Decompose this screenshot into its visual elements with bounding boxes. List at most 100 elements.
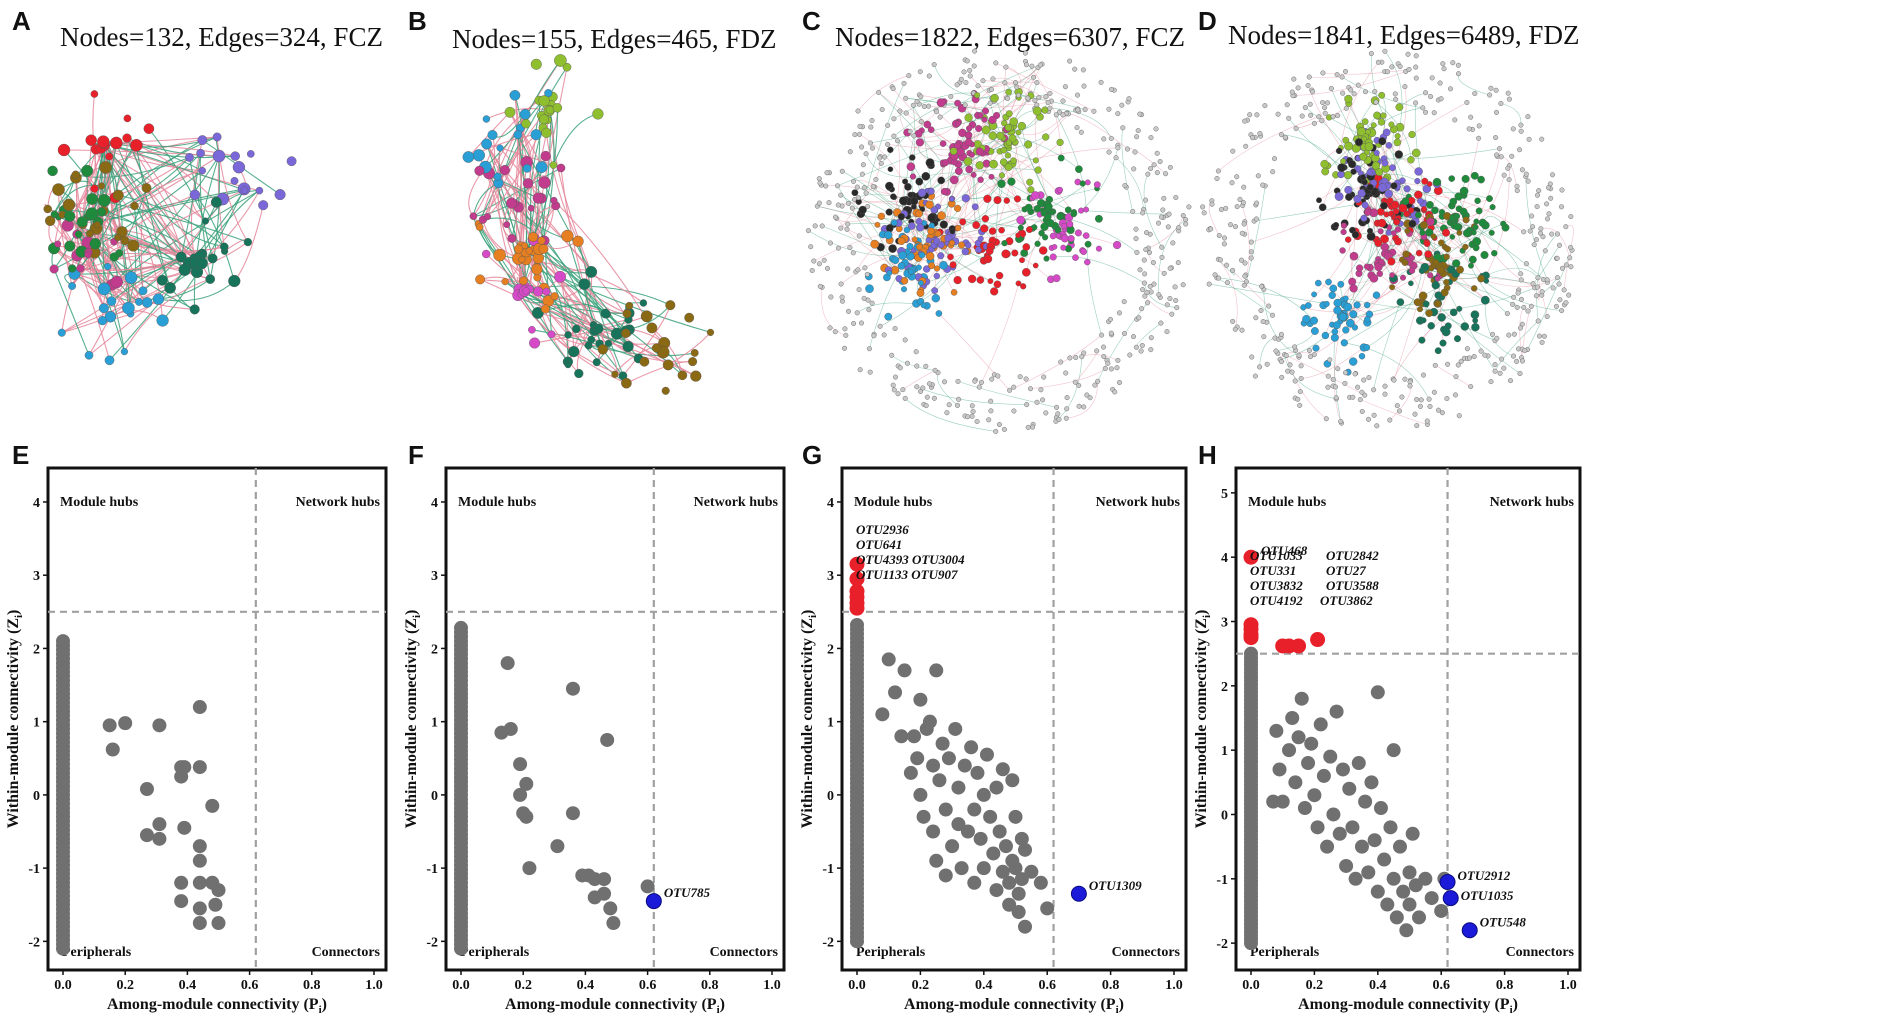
network-node xyxy=(1072,379,1078,385)
network-node xyxy=(690,348,699,357)
y-tick-label: 5 xyxy=(1221,487,1228,502)
network-edge xyxy=(69,215,195,310)
network-node xyxy=(1330,333,1339,342)
network-node xyxy=(1382,48,1388,54)
node-point xyxy=(519,809,534,824)
network-node xyxy=(1340,222,1348,229)
network-node xyxy=(122,133,132,143)
network-node xyxy=(1556,281,1562,287)
network-node xyxy=(842,345,848,351)
network-node xyxy=(857,123,863,129)
network-node xyxy=(1373,149,1380,156)
network-node xyxy=(1132,149,1138,155)
network-node xyxy=(114,234,122,242)
node-point xyxy=(1275,794,1290,809)
network-node xyxy=(1535,275,1541,281)
x-tick-label: 0.6 xyxy=(1038,978,1056,993)
network-node xyxy=(937,211,946,220)
network-edge xyxy=(1433,287,1535,313)
node-point xyxy=(513,757,528,772)
network-node xyxy=(1493,109,1499,115)
network-edge xyxy=(135,145,171,289)
network-node xyxy=(915,264,922,271)
network-node xyxy=(1431,281,1440,290)
network-node xyxy=(885,224,894,233)
network-node xyxy=(954,225,962,232)
node-point xyxy=(174,875,189,890)
network-node xyxy=(521,118,531,129)
network-edge xyxy=(553,200,653,329)
network-node xyxy=(845,221,851,227)
y-tick-label: 2 xyxy=(1221,680,1228,695)
network-node xyxy=(861,185,867,191)
network-node xyxy=(1545,185,1551,191)
node-point xyxy=(1002,897,1017,912)
network-node xyxy=(910,197,919,206)
node-point xyxy=(152,817,167,832)
network-node xyxy=(1084,258,1091,266)
network-node xyxy=(1535,318,1541,324)
node-point xyxy=(597,872,612,887)
network-node xyxy=(1330,114,1336,120)
network-node xyxy=(1344,185,1353,195)
node-point xyxy=(1351,756,1366,771)
network-node xyxy=(969,403,975,409)
network-node xyxy=(1224,262,1230,268)
network-node xyxy=(965,125,973,132)
network-node xyxy=(240,186,249,194)
node-point xyxy=(500,656,515,671)
network-node xyxy=(923,265,931,273)
network-node xyxy=(1342,68,1348,74)
y-tick-label: 1 xyxy=(33,716,40,731)
network-node xyxy=(1411,148,1421,158)
network-node xyxy=(989,86,995,92)
network-node xyxy=(196,148,205,158)
network-node xyxy=(481,138,492,150)
network-node xyxy=(1471,323,1480,332)
node-point xyxy=(979,747,994,762)
network-node xyxy=(230,176,239,185)
network-node xyxy=(1529,213,1535,219)
network-edge xyxy=(916,386,1027,405)
x-tick-label: 0.4 xyxy=(1369,978,1387,993)
node-point xyxy=(606,916,621,931)
network-node xyxy=(949,147,958,155)
network-edge xyxy=(537,257,569,365)
network-node xyxy=(1002,80,1008,86)
network-node xyxy=(1106,149,1112,155)
network-node xyxy=(1453,335,1461,343)
network-node xyxy=(64,240,76,252)
network-edge xyxy=(158,280,235,302)
network-node xyxy=(1397,63,1403,69)
network-node xyxy=(622,340,634,353)
network-node xyxy=(1022,267,1031,277)
network-node xyxy=(915,177,924,186)
node-point xyxy=(118,716,133,731)
network-node xyxy=(1257,364,1263,370)
network-node xyxy=(1056,138,1064,147)
network-node xyxy=(1394,403,1400,409)
connector-point xyxy=(1070,885,1087,902)
y-tick-label: 4 xyxy=(431,496,438,511)
network-node xyxy=(1514,358,1520,364)
network-node xyxy=(1307,354,1313,360)
network-node xyxy=(1320,159,1329,169)
network-node xyxy=(585,265,598,278)
network-node xyxy=(1080,248,1088,256)
network-node xyxy=(1043,94,1049,100)
network-node xyxy=(1399,274,1406,281)
network-node xyxy=(230,151,240,161)
network-node xyxy=(1402,376,1408,382)
y-tick-label: 4 xyxy=(1221,551,1228,566)
network-node xyxy=(71,170,80,179)
network-node xyxy=(998,226,1005,234)
network-node xyxy=(844,226,850,232)
network-node xyxy=(1534,204,1540,210)
network-node xyxy=(949,195,955,202)
network-node xyxy=(954,167,963,176)
network-node xyxy=(970,409,976,415)
network-node xyxy=(1519,167,1525,173)
network-node xyxy=(1434,275,1441,282)
network-node xyxy=(1049,232,1057,240)
network-node xyxy=(1014,84,1020,90)
